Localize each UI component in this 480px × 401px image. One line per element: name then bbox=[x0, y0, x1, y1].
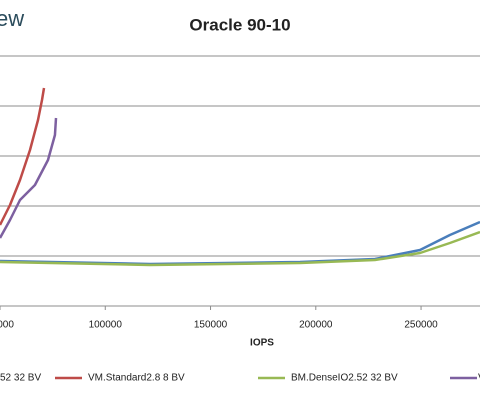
chart-title: Oracle 90-10 bbox=[189, 15, 290, 34]
series-line bbox=[0, 230, 480, 267]
series-line bbox=[0, 117, 58, 239]
legend-label: VM.Standard2.8 8 BV bbox=[88, 373, 185, 384]
x-tick-label: 250000 bbox=[404, 320, 438, 331]
series-line bbox=[0, 87, 46, 226]
header-text: ew bbox=[0, 6, 24, 31]
x-tick-label: 50000 bbox=[0, 320, 14, 331]
x-tick-label: 150000 bbox=[194, 320, 228, 331]
x-tick-label: 200000 bbox=[299, 320, 333, 331]
legend-label: 52 32 BV bbox=[0, 373, 41, 384]
legend-label: BM.DenseIO2.52 32 BV bbox=[291, 373, 398, 384]
legend-label: V bbox=[478, 373, 480, 384]
x-tick-label: 100000 bbox=[89, 320, 123, 331]
series-line bbox=[0, 220, 480, 266]
x-axis-label: IOPS bbox=[250, 338, 274, 349]
